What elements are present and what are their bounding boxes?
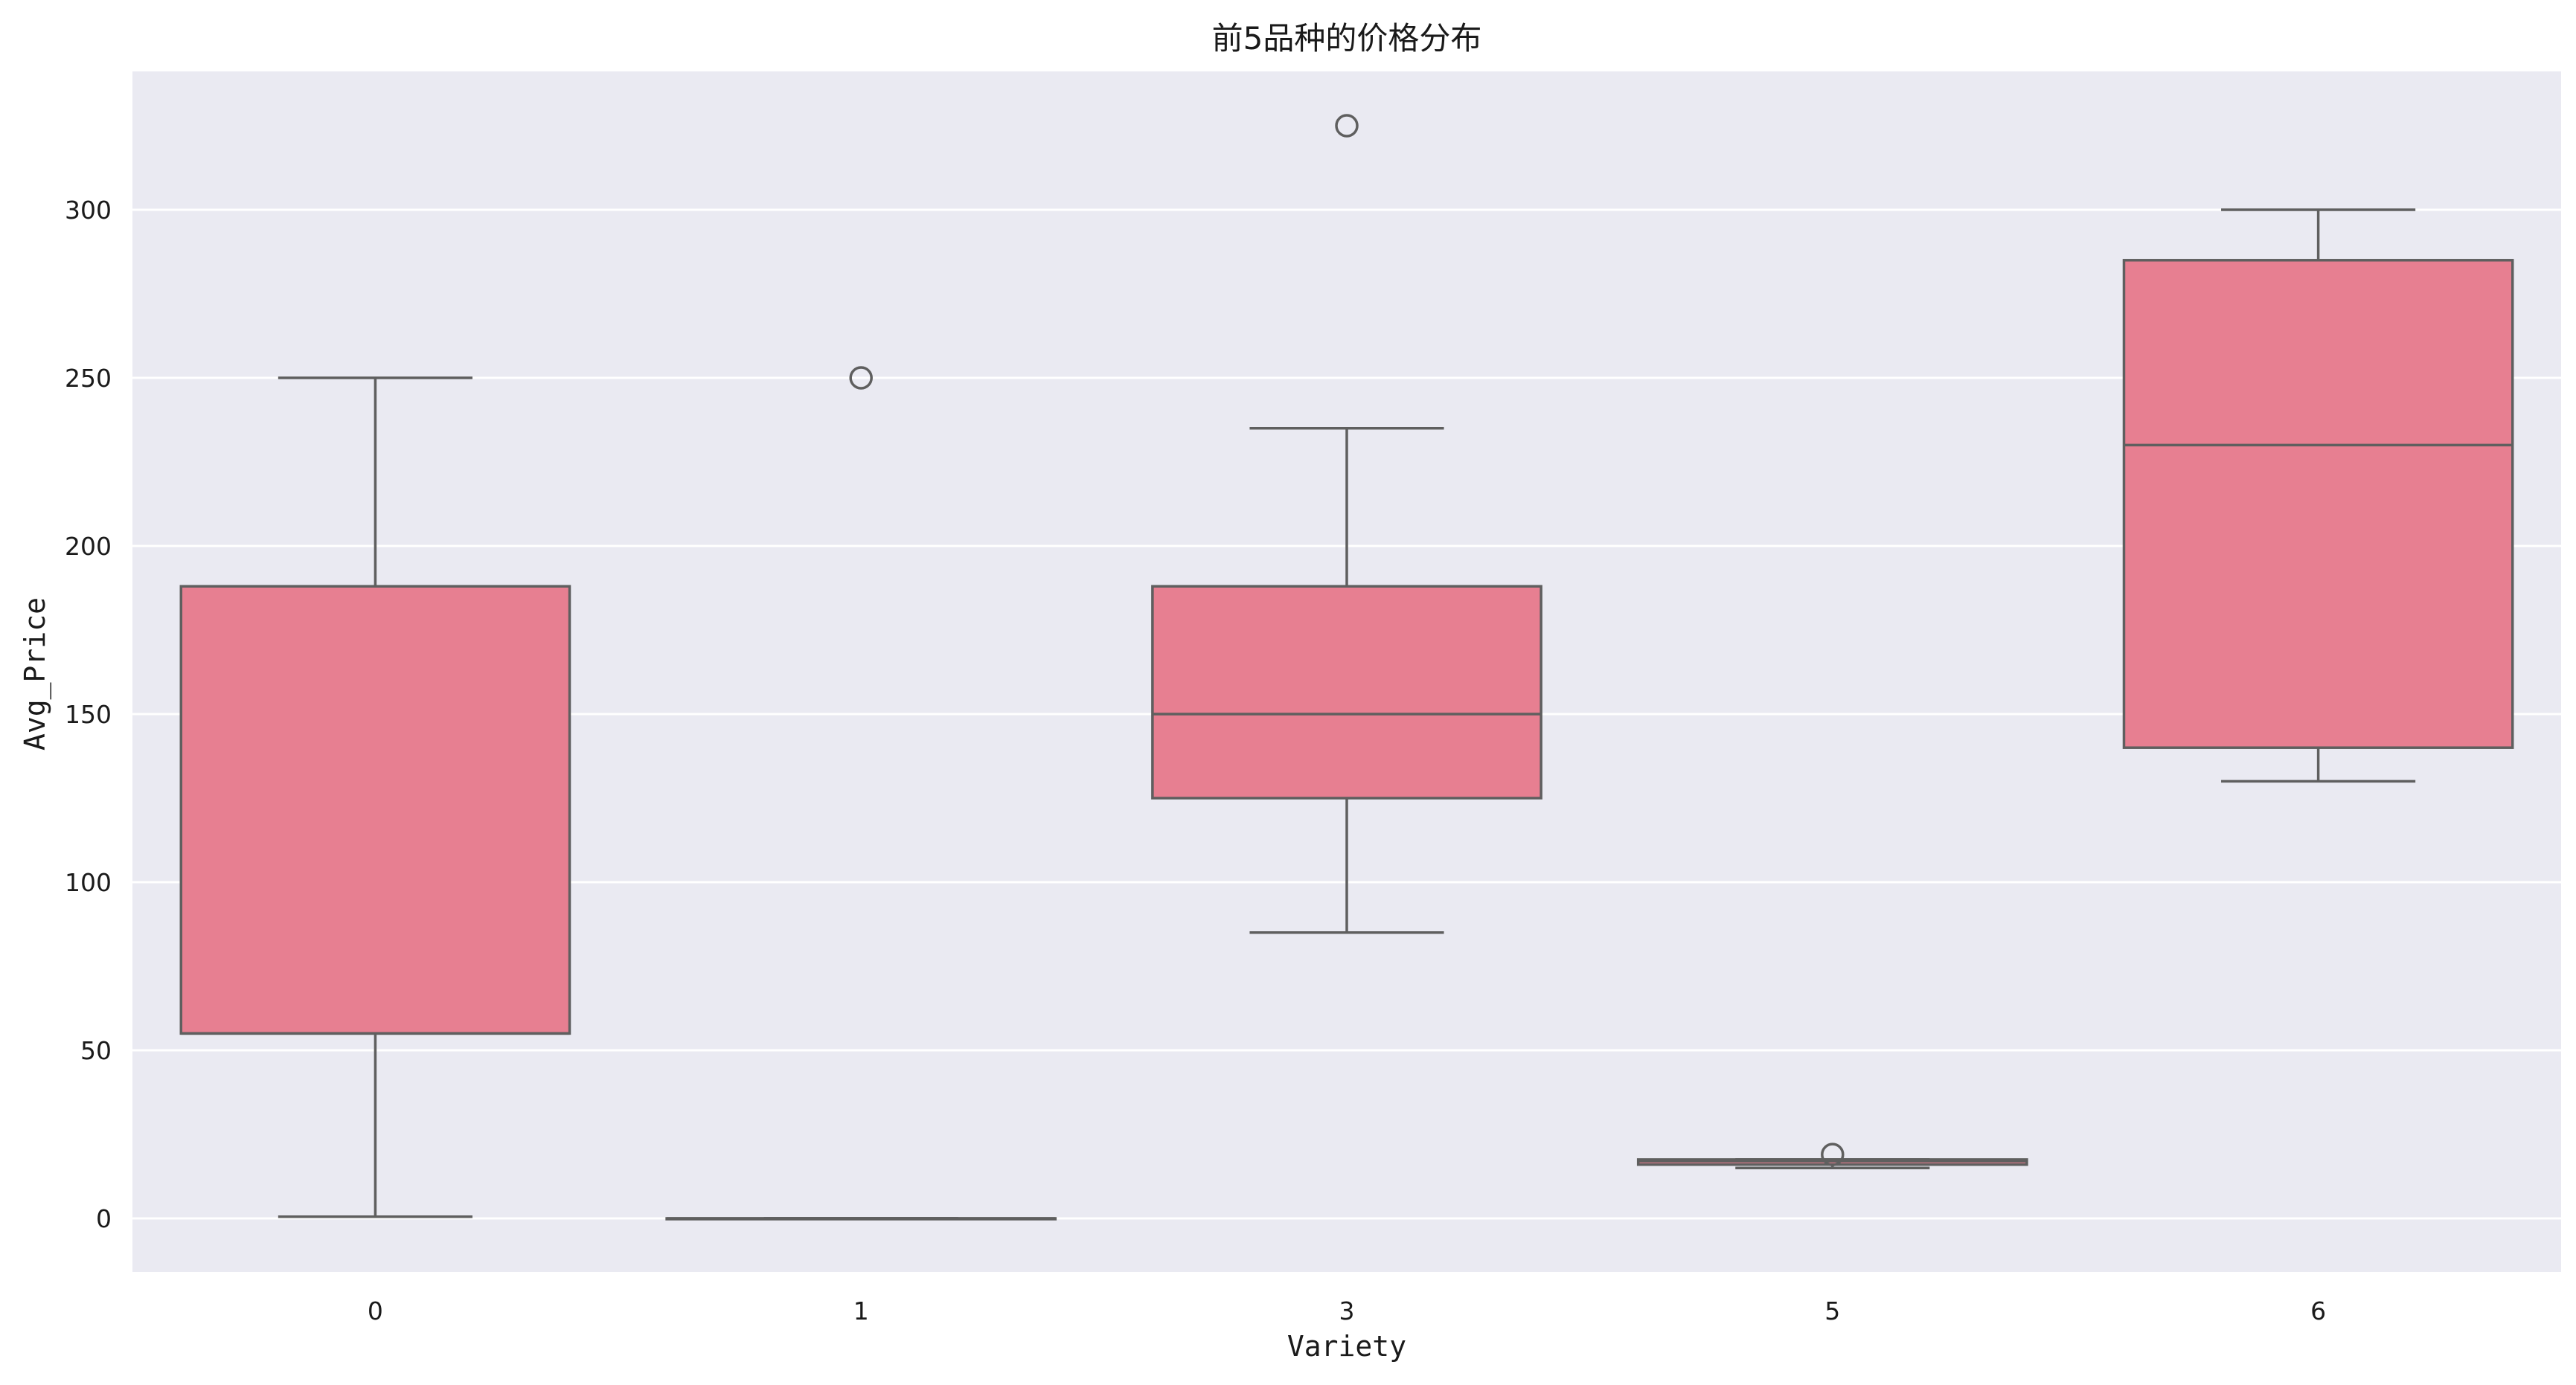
- y-tick-label: 150: [65, 700, 112, 729]
- x-tick-label: 6: [2310, 1296, 2326, 1325]
- iqr-box: [179, 585, 571, 1035]
- x-tick-label: 1: [853, 1296, 869, 1325]
- x-axis-label: Variety: [1287, 1330, 1406, 1363]
- x-tick-label: 0: [368, 1296, 383, 1325]
- x-axis-ticks: 0 1 3 5 6: [368, 1296, 2326, 1325]
- y-tick-label: 300: [65, 196, 112, 225]
- chart-title: 前5品种的价格分布: [1212, 20, 1482, 57]
- outlier-point: [1821, 1143, 1845, 1166]
- box-1: [665, 366, 1057, 1221]
- box-3: [1151, 114, 1542, 934]
- outlier-point: [849, 366, 873, 390]
- y-axis-ticks: 0 50 100 150 200 250 300: [65, 196, 112, 1233]
- y-tick-label: 200: [65, 532, 112, 561]
- y-tick-label: 50: [80, 1036, 112, 1065]
- box-0: [179, 376, 571, 1218]
- iqr-box: [2122, 259, 2514, 749]
- x-tick-label: 5: [1824, 1296, 1840, 1325]
- box-5: [1636, 1143, 2028, 1169]
- box-series: [179, 114, 2514, 1221]
- y-tick-label: 100: [65, 868, 112, 897]
- box-6: [2122, 208, 2514, 783]
- iqr-box: [1151, 585, 1542, 800]
- y-tick-label: 250: [65, 364, 112, 393]
- x-tick-label: 3: [1339, 1296, 1355, 1325]
- y-axis-label: Avg_Price: [19, 597, 52, 751]
- outlier-point: [1335, 114, 1359, 138]
- y-tick-label: 0: [96, 1204, 112, 1233]
